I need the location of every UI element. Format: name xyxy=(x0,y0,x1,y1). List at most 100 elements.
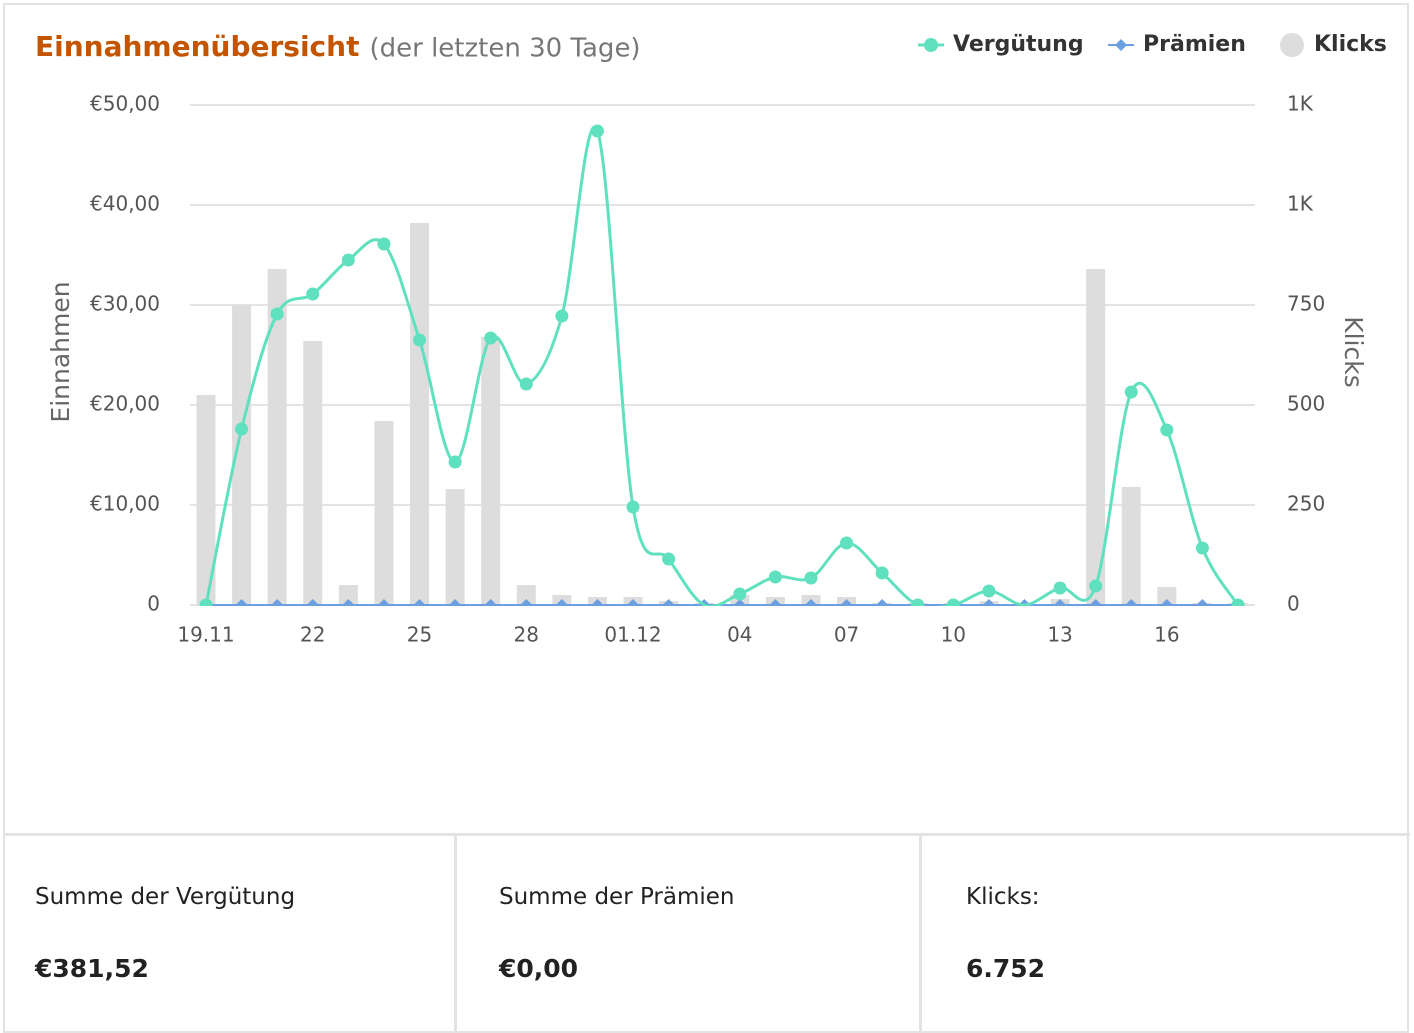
point xyxy=(626,500,640,514)
point xyxy=(627,599,640,606)
legend-marker xyxy=(1280,33,1304,57)
point xyxy=(982,599,995,606)
point xyxy=(911,598,925,606)
summary-label: Summe der Vergütung xyxy=(35,884,296,910)
bar xyxy=(516,585,536,605)
plot xyxy=(196,124,1248,606)
y2-tick-label: 1K xyxy=(1287,92,1314,116)
bar xyxy=(481,337,501,605)
point xyxy=(804,599,817,606)
x-tick-label: 01.12 xyxy=(604,623,661,647)
x-tick-label: 13 xyxy=(1047,623,1072,647)
y-tick-label: €20,00 xyxy=(90,392,160,416)
point xyxy=(413,333,427,347)
y2-tick-label: 250 xyxy=(1287,492,1325,516)
point xyxy=(1160,423,1174,437)
summary-label: Klicks: xyxy=(966,884,1040,910)
point xyxy=(1053,581,1067,595)
bar xyxy=(232,305,252,605)
legend-marker xyxy=(1115,39,1127,51)
summary-panel: Summe der Vergütung €381,52 xyxy=(3,833,457,1033)
y-tick-label: 0 xyxy=(147,592,160,616)
x-tick-label: 16 xyxy=(1154,623,1179,647)
point xyxy=(982,584,996,598)
point xyxy=(341,253,355,267)
x-tick-label: 07 xyxy=(834,623,859,647)
bar xyxy=(445,489,465,605)
point xyxy=(662,552,676,566)
point xyxy=(1231,598,1245,606)
point xyxy=(769,599,782,606)
bar xyxy=(374,421,394,605)
point xyxy=(1195,541,1209,555)
point xyxy=(662,599,675,606)
point xyxy=(840,599,853,606)
legend-label: Prämien xyxy=(1143,32,1246,57)
point xyxy=(590,124,604,138)
point xyxy=(377,599,390,606)
y2-tick-label: 500 xyxy=(1287,392,1325,416)
point xyxy=(342,599,355,606)
point xyxy=(377,237,391,251)
bar xyxy=(338,585,358,605)
point xyxy=(946,598,960,606)
point xyxy=(1054,599,1067,606)
point xyxy=(449,599,462,606)
y2-tick-label: 750 xyxy=(1287,292,1325,316)
point xyxy=(306,287,320,301)
point xyxy=(1196,599,1209,606)
y2-axis-title: Klicks xyxy=(1339,316,1368,388)
point xyxy=(306,599,319,606)
y2-tick-label: 0 xyxy=(1287,592,1300,616)
point xyxy=(484,599,497,606)
point xyxy=(235,599,248,606)
point xyxy=(448,455,462,469)
point xyxy=(1160,599,1173,606)
legend-marker xyxy=(924,38,938,52)
point xyxy=(1089,579,1103,593)
bar xyxy=(1157,587,1177,605)
x-tick-label: 25 xyxy=(407,623,432,647)
point xyxy=(733,587,747,601)
y-axis-title: Einnahmen xyxy=(46,281,75,422)
x-tick-label: 10 xyxy=(941,623,966,647)
bar xyxy=(196,395,216,605)
point xyxy=(768,570,782,584)
summary-value: €381,52 xyxy=(35,954,149,983)
point xyxy=(733,599,746,606)
point xyxy=(1089,599,1102,606)
x-tick-label: 22 xyxy=(300,623,325,647)
point xyxy=(520,599,533,606)
point xyxy=(413,599,426,606)
point xyxy=(199,598,213,606)
point xyxy=(875,566,889,580)
point xyxy=(1124,385,1138,399)
legend-label: Klicks xyxy=(1314,32,1387,57)
y-tick-label: €10,00 xyxy=(90,492,160,516)
point xyxy=(555,599,568,606)
x-tick-label: 28 xyxy=(514,623,539,647)
x-tick-label: 04 xyxy=(727,623,752,647)
chart: Einnahmenübersicht (der letzten 30 Tage)… xyxy=(35,30,1387,647)
summary-panel: Summe der Prämien €0,00 xyxy=(457,833,922,1033)
bar xyxy=(267,269,287,605)
point xyxy=(804,571,818,585)
y-tick-label: €30,00 xyxy=(90,292,160,316)
y-tick-label: €50,00 xyxy=(90,92,160,116)
line xyxy=(204,125,1240,606)
point xyxy=(1125,599,1138,606)
summary-value: 6.752 xyxy=(966,954,1046,983)
point xyxy=(484,331,498,345)
y2-tick-label: 1K xyxy=(1287,192,1314,216)
point xyxy=(840,536,854,550)
summary-value: €0,00 xyxy=(499,954,579,983)
point xyxy=(519,377,533,391)
point xyxy=(876,599,889,606)
chart-title: Einnahmenübersicht xyxy=(35,30,359,63)
bar xyxy=(1121,487,1141,605)
legend-label: Vergütung xyxy=(953,32,1084,57)
bar xyxy=(303,341,323,605)
point xyxy=(235,422,249,436)
point xyxy=(555,309,569,323)
